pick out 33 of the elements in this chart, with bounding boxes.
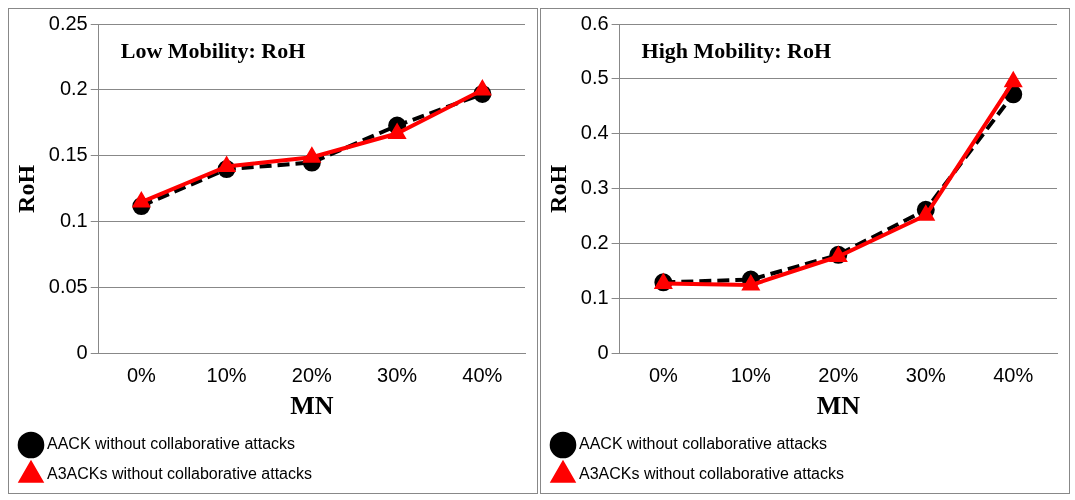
x-tick-label: 0%	[648, 364, 679, 387]
legend-label: A3ACKs without collaborative attacks	[47, 465, 313, 483]
x-axis-title: MN	[816, 391, 861, 421]
legend-label: AACK without collaborative attacks	[47, 435, 296, 453]
x-tick-label: 20%	[291, 364, 333, 387]
y-tick-label: 0.2	[580, 231, 609, 254]
y-tick-label: 0.15	[48, 143, 88, 166]
x-tick-label: 40%	[993, 364, 1034, 387]
legend-label: AACK without collaborative attacks	[579, 435, 828, 453]
text: Low Mobility: RoH	[120, 37, 306, 63]
x-tick-label: 20%	[818, 364, 859, 387]
x-axis-title: MN	[290, 391, 334, 421]
text: High Mobility: RoH	[641, 37, 832, 63]
y-tick-label: 0.6	[580, 11, 609, 34]
x-tick-label: 30%	[905, 364, 947, 387]
y-axis-title: RoH	[12, 164, 39, 213]
y-tick-label: 0.2	[59, 77, 88, 100]
x-tick-label: 10%	[206, 364, 247, 387]
x-tick-label: 0%	[126, 364, 157, 387]
legend-label: A3ACKs without collaborative attacks	[579, 465, 845, 483]
x-tick-label: 10%	[730, 364, 772, 387]
y-tick-label: 0.5	[580, 66, 609, 89]
y-tick-label: 0.4	[580, 121, 609, 144]
y-tick-label: 0.1	[580, 286, 609, 309]
x-tick-label: 40%	[462, 364, 503, 387]
y-tick-label: 0.05	[48, 275, 88, 298]
y-tick-label: 0	[597, 341, 609, 364]
y-tick-label: 0.25	[48, 11, 88, 34]
x-tick-label: 30%	[377, 364, 418, 387]
y-tick-label: 0	[76, 341, 88, 364]
y-tick-label: 0.1	[59, 209, 88, 232]
y-tick-label: 0.3	[580, 176, 609, 199]
y-axis-title: RoH	[544, 164, 571, 213]
